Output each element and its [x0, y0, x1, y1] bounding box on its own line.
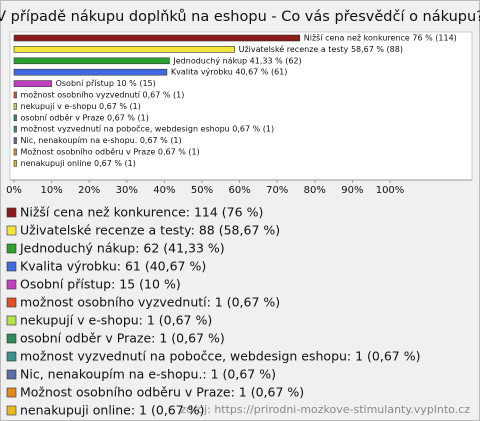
legend-swatch: [6, 297, 17, 308]
legend-swatch: [6, 369, 17, 380]
bar: [13, 57, 170, 65]
x-tick-label: 60%: [228, 185, 250, 196]
bar-label: nenakupuji online 0,67 % (1): [21, 159, 136, 168]
chart-title: V případě nákupu doplňků na eshopu - Co …: [0, 9, 480, 25]
source: zdroj: https://prirodni-mozkove-stimulan…: [180, 403, 470, 416]
bar: [13, 114, 17, 122]
x-tick-label: 30%: [116, 185, 138, 196]
x-tick-label: 20%: [78, 185, 100, 196]
plot-area: [9, 31, 473, 181]
legend-swatch: [6, 405, 17, 416]
legend-label: nekupují v e-shopu: 1 (0,67 %): [20, 313, 212, 328]
bar-label: osobní odběr v Praze 0,67 % (1): [21, 113, 149, 122]
bar-label: možnost vyzvednutí na pobočce, webdesign…: [21, 124, 275, 134]
bar: [13, 80, 52, 87]
bar: [13, 160, 17, 167]
bar: [13, 68, 168, 76]
bar: [13, 103, 17, 110]
bar-label: Uživatelské recenze a testy 58,67 % (88): [239, 44, 403, 54]
legend-label: Kvalita výrobku: 61 (40,67 %): [20, 259, 206, 274]
legend-swatch: [6, 243, 17, 254]
bar: [13, 34, 301, 42]
legend-label: Uživatelské recenze a testy: 88 (58,67 %…: [20, 223, 280, 238]
x-tick-label: 10%: [40, 185, 62, 196]
bar-label: nekupují v e-shopu 0,67 % (1): [21, 102, 141, 111]
x-tick-label: 50%: [191, 185, 213, 196]
legend-label: Nic, nenakoupím na e-shopu.: 1 (0,67 %): [20, 367, 276, 382]
x-tick-label: 70%: [266, 185, 288, 196]
bar-label: Kvalita výrobku 40,67 % (61): [171, 68, 287, 77]
x-tick-label: 40%: [153, 185, 175, 196]
bar-label: možnost osobního vyzvednutí 0,67 % (1): [21, 91, 185, 100]
bar-label: Nic, nenakoupím na e-shopu. 0,67 % (1): [21, 136, 182, 145]
bar-label: Možnost osobního odběru v Praze 0,67 % (…: [21, 148, 200, 157]
bar: [13, 91, 17, 99]
legend-label: Jednoduchý nákup: 62 (41,33 %): [19, 241, 225, 256]
legend-label: Osobní přístup: 15 (10 %): [20, 277, 181, 292]
legend-swatch: [6, 351, 17, 362]
bar: [13, 148, 17, 156]
bar-label: Jednoduchý nákup 41,33 % (62): [172, 56, 301, 65]
bar: [13, 125, 17, 133]
legend-swatch: [6, 315, 17, 326]
x-tick-label: 0%: [6, 185, 22, 196]
legend-swatch: [6, 225, 17, 236]
bar-label: Nižší cena než konkurence 76 % (114): [304, 33, 457, 43]
legend-swatch: [6, 333, 17, 344]
legend-label: Nižší cena než konkurence: 114 (76 %): [20, 205, 263, 220]
legend-label: Možnost osobního odběru v Praze: 1 (0,67…: [20, 385, 304, 400]
x-tick-label: 80%: [304, 185, 326, 196]
bar: [13, 46, 235, 53]
x-tick-label: 100%: [376, 185, 405, 196]
x-tick-label: 90%: [341, 185, 363, 196]
bar-label: Osobní přístup 10 % (15): [56, 79, 156, 88]
legend-swatch: [6, 207, 17, 218]
legend-label: osobní odběr v Praze: 1 (0,67 %): [20, 331, 225, 346]
legend-swatch: [6, 261, 17, 272]
legend-label: možnost vyzvednutí na pobočce, webdesign…: [20, 349, 420, 364]
legend-label: možnost osobního vyzvednutí: 1 (0,67 %): [20, 295, 280, 310]
legend-label: nenakupuji online: 1 (0,67 %): [20, 403, 204, 418]
legend-swatch: [6, 279, 17, 290]
legend-swatch: [6, 387, 17, 398]
bar: [13, 137, 17, 144]
